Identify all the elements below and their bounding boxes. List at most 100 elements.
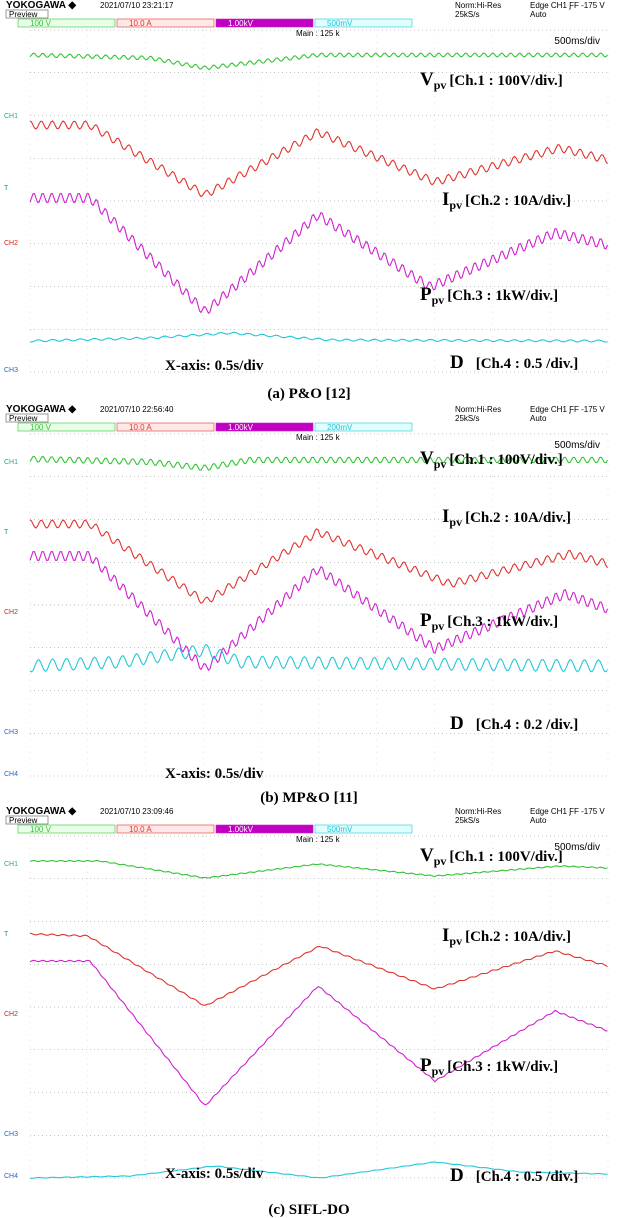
- label-spec: [Ch.2 : 10A/div.]: [465, 929, 571, 945]
- channel-scale: 1.00kV: [228, 19, 254, 28]
- channel-scale: 1.00kV: [228, 423, 254, 432]
- channel-scale: 200mV: [327, 423, 353, 432]
- timebase: 500ms/div: [554, 440, 600, 451]
- label-subscript: pv: [434, 457, 447, 471]
- label-subscript: pv: [449, 934, 462, 948]
- label-symbol: D: [450, 352, 464, 373]
- label-spec: [Ch.3 : 1kW/div.]: [447, 288, 558, 304]
- channel-marker: CH2: [4, 609, 18, 616]
- trace-label: Ppv[Ch.3 : 1kW/div.]: [420, 610, 558, 633]
- label-symbol: I: [442, 189, 449, 210]
- label-symbol: D: [450, 713, 464, 734]
- channel-marker: CH2: [4, 240, 18, 247]
- mode: Preview: [9, 10, 38, 19]
- trace: [30, 645, 608, 672]
- label-spec: [Ch.4 : 0.5 /div.]: [476, 356, 579, 372]
- channel-marker: CH2: [4, 1011, 18, 1018]
- trace: [30, 53, 608, 69]
- label-spec: [Ch.2 : 10A/div.]: [465, 193, 571, 209]
- acquisition: Norm:Hi-Res: [455, 1, 501, 10]
- trace: [30, 960, 608, 1105]
- label-spec: [Ch.1 : 100V/div.]: [449, 452, 562, 468]
- label-spec: [Ch.1 : 100V/div.]: [449, 73, 562, 89]
- channel-scale: 500mV: [327, 825, 353, 834]
- channel-marker: CH1: [4, 861, 18, 868]
- channel-marker: CH1: [4, 113, 18, 120]
- rate: 25kS/s: [455, 414, 479, 423]
- mode: Preview: [9, 816, 38, 825]
- trigger-mode: Auto: [530, 816, 547, 825]
- channel-scale: 100 V: [30, 825, 52, 834]
- timebase: 500ms/div: [554, 36, 600, 47]
- figure: YOKOGAWA ◆2021/07/10 23:21:17Norm:Hi-Res…: [0, 0, 618, 1218]
- label-symbol: V: [420, 69, 434, 90]
- label-spec: [Ch.3 : 1kW/div.]: [447, 614, 558, 630]
- channel-scale: 1.00kV: [228, 825, 254, 834]
- channel-scale: 10.0 A: [129, 19, 152, 28]
- trace-label: D [Ch.4 : 0.5 /div.]: [450, 352, 578, 373]
- channel-marker: T: [4, 931, 9, 938]
- label-subscript: pv: [432, 293, 445, 307]
- channel-scale: 100 V: [30, 19, 52, 28]
- label-spec: [Ch.2 : 10A/div.]: [465, 510, 571, 526]
- rate: 25kS/s: [455, 10, 479, 19]
- channel-marker: CH3: [4, 367, 18, 374]
- label-spec: [Ch.1 : 100V/div.]: [449, 849, 562, 865]
- timestamp: 2021/07/10 23:09:46: [100, 807, 174, 816]
- label-spec: [Ch.4 : 0.2 /div.]: [476, 717, 579, 733]
- trace-label: Vpv[Ch.1 : 100V/div.]: [420, 448, 563, 471]
- trace-label: Ipv[Ch.2 : 10A/div.]: [442, 189, 571, 212]
- channel-marker: CH1: [4, 459, 18, 466]
- caption: (b) MP&O [11]: [260, 790, 357, 806]
- label-subscript: pv: [434, 78, 447, 92]
- main-memory: Main : 125 k: [296, 433, 341, 442]
- label-subscript: pv: [432, 619, 445, 633]
- trace-label: Vpv[Ch.1 : 100V/div.]: [420, 69, 563, 92]
- label-spec: [Ch.3 : 1kW/div.]: [447, 1059, 558, 1075]
- label-symbol: V: [420, 845, 434, 866]
- label-symbol: P: [420, 1055, 432, 1076]
- trace-label: Ppv[Ch.3 : 1kW/div.]: [420, 1055, 558, 1078]
- acquisition: Norm:Hi-Res: [455, 405, 501, 414]
- channel-marker: CH4: [4, 771, 18, 778]
- main-memory: Main : 125 k: [296, 835, 341, 844]
- trigger-mode: Auto: [530, 414, 547, 423]
- trace: [30, 332, 608, 342]
- x-axis-label: X-axis: 0.5s/div: [165, 766, 264, 782]
- channel-marker: T: [4, 529, 9, 536]
- channel-scale: 500mV: [327, 19, 353, 28]
- channel-marker: T: [4, 185, 9, 192]
- label-subscript: pv: [449, 198, 462, 212]
- channel-marker: CH3: [4, 729, 18, 736]
- label-symbol: V: [420, 448, 434, 469]
- trace-label: Ppv[Ch.3 : 1kW/div.]: [420, 284, 558, 307]
- label-symbol: D: [450, 1165, 464, 1186]
- trace-label: Vpv[Ch.1 : 100V/div.]: [420, 845, 563, 868]
- channel-marker: CH4: [4, 1173, 18, 1180]
- x-axis-label: X-axis: 0.5s/div: [165, 1166, 264, 1182]
- rate: 25kS/s: [455, 816, 479, 825]
- trace-label: D [Ch.4 : 0.2 /div.]: [450, 713, 578, 734]
- trigger-mode: Auto: [530, 10, 547, 19]
- label-symbol: P: [420, 284, 432, 305]
- trace-label: Ipv[Ch.2 : 10A/div.]: [442, 506, 571, 529]
- caption: (a) P&O [12]: [267, 386, 350, 402]
- timestamp: 2021/07/10 22:56:40: [100, 405, 174, 414]
- trigger: Edge CH1 ƑF -175 V: [530, 807, 605, 816]
- trigger: Edge CH1 ƑF -175 V: [530, 405, 605, 414]
- label-subscript: pv: [432, 1064, 445, 1078]
- x-axis-label: X-axis: 0.5s/div: [165, 358, 264, 374]
- channel-scale: 10.0 A: [129, 423, 152, 432]
- trace-label: Ipv[Ch.2 : 10A/div.]: [442, 925, 571, 948]
- trace-label: D [Ch.4 : 0.5 /div.]: [450, 1165, 578, 1186]
- channel-scale: 10.0 A: [129, 825, 152, 834]
- label-symbol: I: [442, 925, 449, 946]
- label-symbol: P: [420, 610, 432, 631]
- channel-marker: CH3: [4, 1131, 18, 1138]
- label-spec: [Ch.4 : 0.5 /div.]: [476, 1169, 579, 1185]
- caption: (c) SIFL-DO: [268, 1202, 349, 1218]
- mode: Preview: [9, 414, 38, 423]
- trigger: Edge CH1 ƑF -175 V: [530, 1, 605, 10]
